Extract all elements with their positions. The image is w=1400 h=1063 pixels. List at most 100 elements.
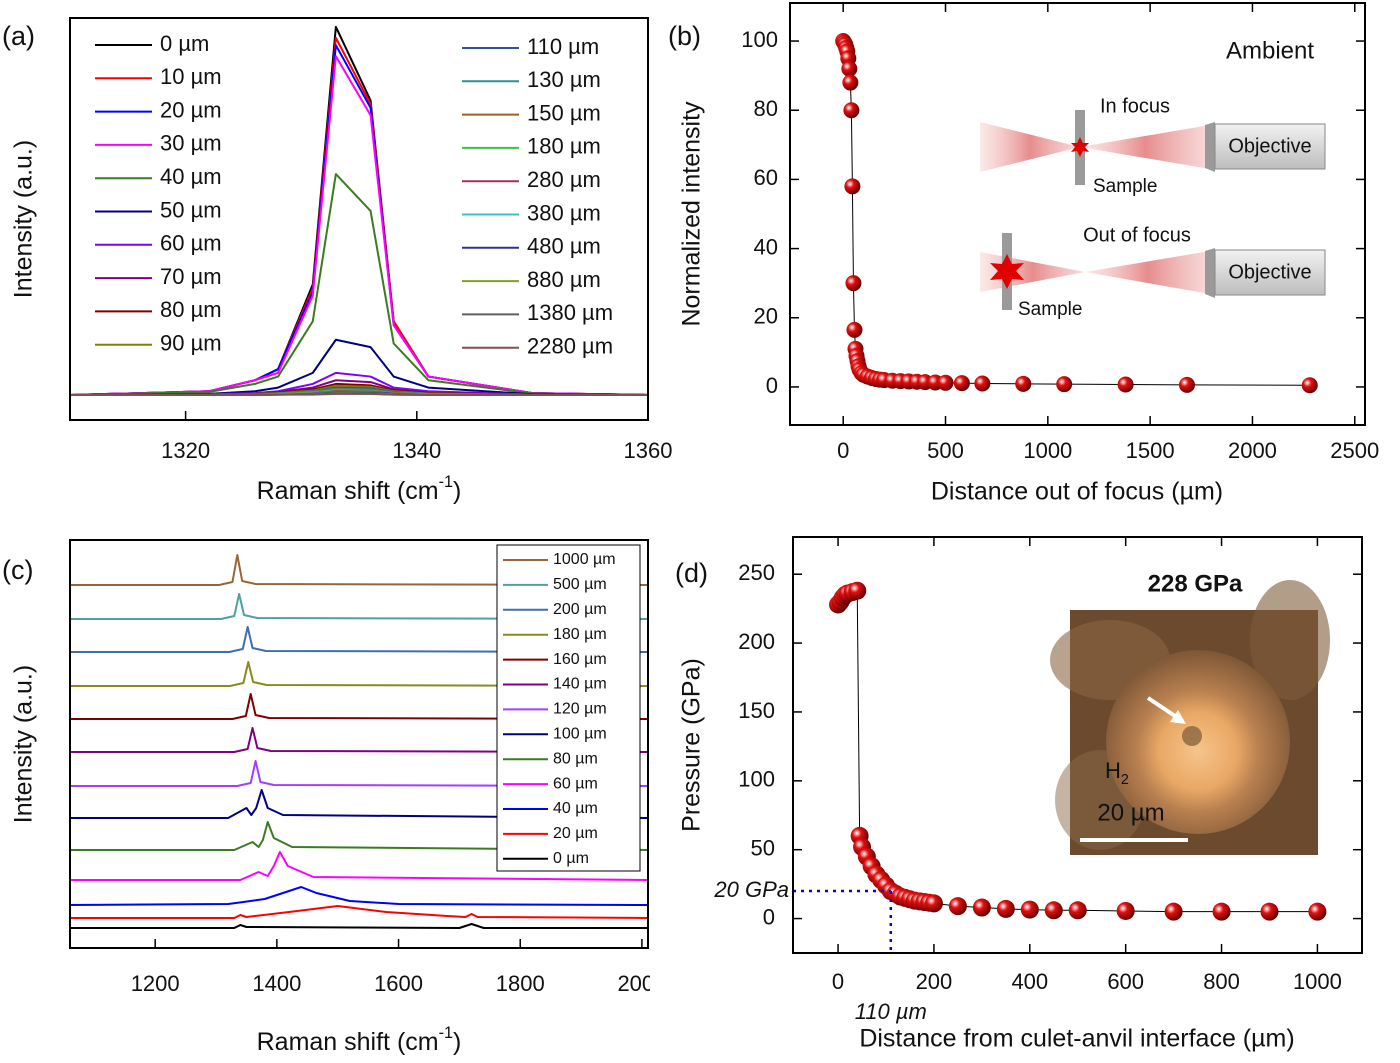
panel-label: (a) bbox=[2, 21, 35, 51]
x-tick-label: 0 bbox=[837, 438, 849, 463]
x-axis-label-part: -1 bbox=[439, 1024, 453, 1042]
marker bbox=[1260, 902, 1279, 921]
legend-label: 1380 µm bbox=[527, 300, 613, 325]
inset-label: Objective bbox=[1228, 261, 1311, 283]
photo-texture bbox=[1250, 580, 1330, 700]
objective-lens bbox=[1205, 248, 1215, 298]
connector bbox=[842, 40, 1310, 386]
x-tick-label: 400 bbox=[1011, 969, 1048, 994]
legend-label: 120 µm bbox=[553, 701, 607, 718]
panel-label: (d) bbox=[675, 558, 708, 588]
x-tick-label: 1500 bbox=[1126, 438, 1175, 463]
legend-label: 200 µm bbox=[553, 601, 607, 618]
x-tick-label: 500 bbox=[927, 438, 964, 463]
legend-label: 880 µm bbox=[527, 267, 601, 292]
marker bbox=[1164, 902, 1183, 921]
scale-bar-label: 20 µm bbox=[1097, 799, 1164, 826]
spectrum bbox=[70, 338, 648, 396]
legend-label: 110 µm bbox=[527, 34, 599, 59]
marker bbox=[1068, 901, 1087, 920]
legend-label: 40 µm bbox=[160, 164, 222, 189]
legend-label: 50 µm bbox=[160, 197, 222, 222]
marker bbox=[1212, 902, 1231, 921]
panel: 0 500 1000 1500 2000 2500 0 20 40 60 80 100 (b) Dista… bbox=[668, 2, 1379, 506]
focus-diagram: In focus Sample Objective Out of focus S… bbox=[980, 95, 1326, 320]
spectrum bbox=[70, 886, 648, 906]
spectrum bbox=[70, 760, 648, 787]
y-tick-label: 20 bbox=[754, 304, 778, 329]
y-tick-label: 80 bbox=[754, 96, 778, 121]
beam bbox=[1085, 251, 1210, 294]
beam bbox=[980, 252, 1085, 292]
y-tick-label: 50 bbox=[751, 836, 775, 861]
marker bbox=[953, 375, 970, 392]
legend-label: 10 µm bbox=[160, 64, 222, 89]
guide-label: 110 µm bbox=[855, 999, 927, 1024]
x-tick-label: 1320 bbox=[161, 438, 210, 463]
spectrum bbox=[70, 821, 648, 851]
panel-label: (b) bbox=[668, 21, 701, 51]
marker bbox=[974, 375, 991, 392]
plot-frame bbox=[792, 536, 1363, 954]
x-tick-label: 1000 bbox=[1293, 969, 1342, 994]
spectrum bbox=[70, 173, 648, 396]
inset-label: H2 bbox=[1105, 758, 1129, 788]
focus-spot bbox=[1071, 137, 1089, 157]
legend-label: 80 µm bbox=[553, 750, 598, 767]
inset-title: 228 GPa bbox=[1148, 570, 1243, 597]
guide-label: 20 GPa bbox=[713, 877, 789, 902]
photo-sample bbox=[1182, 726, 1202, 746]
marker bbox=[948, 897, 967, 916]
marker bbox=[972, 898, 991, 917]
legend-label: 60 µm bbox=[553, 775, 598, 792]
legend-label: 70 µm bbox=[160, 264, 222, 289]
x-axis-label: Raman shift (cm-1) bbox=[257, 1024, 462, 1055]
spectrum bbox=[70, 851, 648, 881]
arrow bbox=[1146, 696, 1180, 720]
arrow-head bbox=[1170, 710, 1186, 724]
x-axis-label-part: -1 bbox=[439, 473, 453, 491]
y-tick-label: 60 bbox=[754, 165, 778, 190]
y-tick-label: 40 bbox=[754, 234, 778, 259]
legend-label: 0 µm bbox=[160, 31, 209, 56]
marker bbox=[1117, 376, 1134, 393]
y-tick-label: 250 bbox=[738, 560, 775, 585]
panel: 1320 1340 1360 (a) Raman shift (cm-1) Intensi… bbox=[2, 17, 672, 505]
inset-label: Sample bbox=[1093, 176, 1157, 197]
legend-label: 20 µm bbox=[553, 825, 598, 842]
marker bbox=[1308, 902, 1327, 921]
spectrum bbox=[70, 626, 648, 653]
plot-area bbox=[70, 25, 648, 396]
marker bbox=[841, 60, 858, 77]
panel: 0 200 400 600 800 1000 0 50 100 150 200 250 20 GPa 11… bbox=[675, 536, 1363, 1053]
y-axis-label: Pressure (GPa) bbox=[678, 658, 706, 832]
spectrum bbox=[70, 693, 648, 720]
inset-title: Out of focus bbox=[1083, 224, 1191, 246]
x-tick-label: 1340 bbox=[392, 438, 441, 463]
x-tick-label: 2000 bbox=[617, 971, 666, 996]
inset-label-part: H bbox=[1105, 758, 1121, 783]
spectrum bbox=[70, 905, 648, 919]
legend-label: 2280 µm bbox=[527, 334, 613, 359]
marker bbox=[1116, 901, 1135, 920]
marker bbox=[1056, 376, 1073, 393]
legend-label: 180 µm bbox=[527, 134, 601, 159]
spectrum bbox=[70, 727, 648, 753]
objective-lens bbox=[1205, 122, 1215, 172]
plot-frame bbox=[789, 2, 1366, 426]
plot-frame bbox=[69, 539, 649, 949]
objective bbox=[1214, 123, 1326, 170]
annotation: Ambient bbox=[1226, 37, 1314, 64]
inset-label: Sample bbox=[1018, 299, 1082, 320]
plot-area bbox=[842, 40, 1310, 386]
inset-label: Objective bbox=[1228, 135, 1311, 157]
objective bbox=[1214, 249, 1326, 296]
legend: 0 µm 10 µm 20 µm 30 µm 40 µm 50 µm 60 µm 70 µm 8… bbox=[95, 31, 613, 359]
legend-label: 0 µm bbox=[553, 850, 589, 867]
legend-label: 150 µm bbox=[527, 100, 601, 125]
plot-frame bbox=[69, 17, 649, 421]
spectrum bbox=[70, 923, 648, 929]
photo-inset bbox=[1050, 580, 1330, 855]
marker bbox=[1015, 375, 1032, 392]
marker bbox=[843, 102, 860, 119]
